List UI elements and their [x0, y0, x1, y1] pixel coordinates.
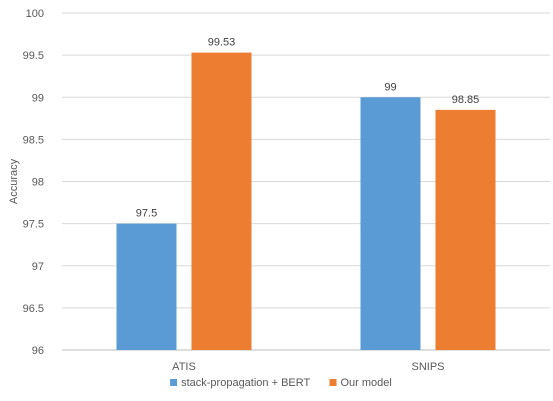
y-axis-title: Accuracy: [8, 158, 20, 204]
y-axis-ticks: 96 96.5 97 97.5 98 98.5 99 99.5 100: [23, 8, 44, 357]
x-category-label: ATIS: [172, 361, 196, 373]
data-label: 98.85: [452, 94, 480, 106]
bar-snips-series-2: [435, 109, 496, 350]
y-tick-label: 96.5: [23, 303, 44, 315]
x-category-label: SNIPS: [411, 361, 444, 373]
y-tick-label: 98: [32, 177, 44, 189]
bar-atis-series-1: [116, 223, 177, 350]
bar-snips-series-1: [360, 97, 421, 350]
bar-atis-series-2: [191, 52, 252, 350]
y-tick-label: 97.5: [23, 219, 44, 231]
y-tick-label: 99: [32, 92, 44, 104]
legend: stack-propagation + BERT Our model: [170, 377, 392, 389]
y-tick-label: 98.5: [23, 134, 44, 146]
legend-swatch: [329, 379, 337, 386]
x-axis-categories: ATIS SNIPS: [172, 361, 444, 373]
legend-swatch: [170, 379, 178, 386]
y-tick-label: 99.5: [23, 50, 44, 62]
legend-label: Our model: [341, 377, 392, 389]
legend-label: stack-propagation + BERT: [181, 377, 310, 389]
y-tick-label: 97: [32, 261, 44, 273]
y-tick-label: 96: [32, 345, 44, 357]
y-tick-label: 100: [26, 8, 44, 20]
data-label: 99: [384, 81, 396, 93]
bars: [116, 52, 496, 350]
data-labels: 97.5 99.53 99 98.85: [136, 37, 479, 220]
data-label: 97.5: [136, 208, 157, 220]
data-label: 99.53: [208, 37, 236, 49]
